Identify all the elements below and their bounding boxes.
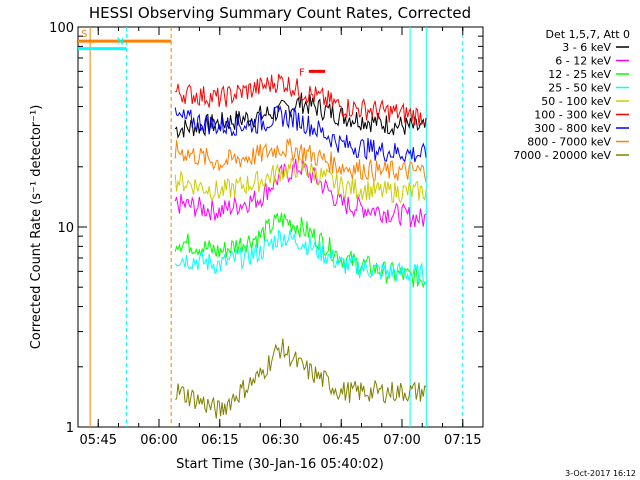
legend-label: 12 - 25 keV (548, 68, 611, 81)
series-line (175, 338, 427, 419)
y-tick-label: 10 (57, 221, 74, 236)
plot-area: S N F 1 10 100 05:45 06:00 06:15 06:30 06:45 07:0… (49, 21, 484, 448)
series-line (174, 138, 427, 183)
x-axis-label: Start Time (30-Jan-16 05:40:02) (176, 457, 384, 472)
x-tick-label: 06:45 (323, 433, 360, 448)
x-tick-label: 06:30 (262, 433, 299, 448)
flag-label: F (299, 67, 305, 78)
chart-title: HESSI Observing Summary Count Rates, Cor… (89, 4, 471, 22)
y-tick-label: 100 (49, 21, 74, 36)
x-tick-label: 06:00 (140, 433, 177, 448)
series-line (174, 157, 427, 204)
legend-label: 50 - 100 keV (541, 95, 611, 108)
series-line (174, 105, 427, 163)
series-line (174, 92, 427, 139)
y-axis-ticks: 1 10 100 (49, 21, 483, 436)
x-tick-label: 07:15 (444, 433, 481, 448)
flag-label: N (117, 37, 124, 48)
x-tick-label: 06:15 (201, 433, 238, 448)
x-axis-ticks: 05:45 06:00 06:15 06:30 06:45 07:00 07:15 (77, 27, 484, 448)
series-line (174, 212, 427, 289)
legend-label: 25 - 50 keV (548, 82, 611, 95)
series-line (174, 228, 427, 286)
legend-label: 3 - 6 keV (562, 41, 611, 54)
footer-date: 3-Oct-2017 16:12 (565, 469, 636, 478)
x-tick-label: 05:45 (80, 433, 117, 448)
legend-label: 800 - 7000 keV (527, 136, 611, 149)
y-axis-label: Corrected Count Rate (s⁻¹ detector⁻¹) (29, 105, 44, 350)
series-line (174, 158, 427, 228)
series-line (175, 73, 427, 126)
x-tick-label: 07:00 (383, 433, 420, 448)
legend-label: 100 - 300 keV (534, 109, 611, 122)
flag-label: S (81, 29, 87, 40)
legend-header: Det 1,5,7, Att 0 (546, 28, 630, 41)
legend-label: 7000 - 20000 keV (513, 149, 611, 162)
legend-label: 6 - 12 keV (555, 55, 611, 68)
legend-label: 300 - 800 keV (534, 122, 611, 135)
y-tick-label: 1 (66, 421, 74, 436)
plot-frame (77, 26, 484, 428)
data-marks: S N F (78, 27, 464, 427)
